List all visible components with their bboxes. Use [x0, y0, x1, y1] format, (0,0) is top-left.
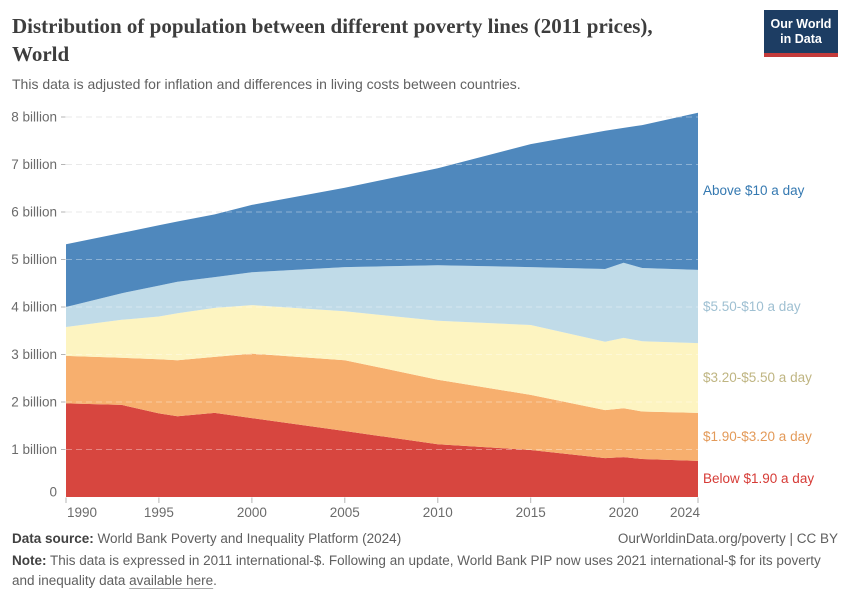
legend-label-1-90-3-20-a-day[interactable]: $1.90-$3.20 a day — [703, 429, 812, 444]
y-axis-label-2: 2 billion — [11, 395, 57, 410]
x-axis-label-2020: 2020 — [609, 505, 639, 520]
y-axis-label-5: 5 billion — [11, 252, 57, 267]
x-axis-label-2010: 2010 — [423, 505, 453, 520]
chart-title: Distribution of population between diffe… — [12, 14, 653, 66]
credit-line: OurWorldinData.org/poverty | CC BY — [617, 531, 838, 546]
area-below-1-90-a-day[interactable] — [66, 403, 698, 497]
poverty-stacked-area-chart: 1990 1995 2000 2005 2010 2015 2020 2024 0 1 billi… — [11, 110, 701, 521]
chart-subtitle: This data is adjusted for inflation and … — [12, 76, 521, 92]
area-5-50-10-a-day[interactable] — [66, 262, 698, 344]
x-axis-label-2024: 2024 — [670, 505, 701, 520]
x-axis-label-2000: 2000 — [237, 505, 267, 520]
y-axis-label-0: 0 — [49, 485, 57, 500]
legend-label-below-1-90-a-day[interactable]: Below $1.90 a day — [703, 471, 815, 486]
legend-label-above-10-a-day[interactable]: Above $10 a day — [703, 183, 805, 198]
x-axis-label-2015: 2015 — [516, 505, 546, 520]
x-axis-label-2005: 2005 — [330, 505, 360, 520]
y-axis-label-7: 7 billion — [11, 157, 57, 172]
chart-footer: Data source: World Bank Poverty and Ineq… — [12, 531, 838, 591]
y-axis-label-1: 1 billion — [11, 442, 57, 457]
data-source-label: Data source: — [12, 531, 94, 546]
y-axis-label-3: 3 billion — [11, 347, 57, 362]
owid-logo: Our World in Data — [764, 10, 838, 57]
legend-label-3-20-5-50-a-day[interactable]: $3.20-$5.50 a day — [703, 370, 812, 385]
y-axis-label-4: 4 billion — [11, 300, 57, 315]
data-source-line: Data source: World Bank Poverty and Ineq… — [12, 531, 402, 546]
x-axis-label-1990: 1990 — [67, 505, 97, 520]
area-above-10-a-day[interactable] — [66, 112, 698, 307]
area-3-20-5-50-a-day[interactable] — [66, 305, 698, 413]
y-axis-label-8: 8 billion — [11, 110, 57, 125]
area-1-90-3-20-a-day[interactable] — [66, 353, 698, 461]
x-axis-label-1995: 1995 — [144, 505, 174, 520]
legend-label-5-50-10-a-day[interactable]: $5.50-$10 a day — [703, 299, 801, 314]
y-axis-label-6: 6 billion — [11, 205, 57, 220]
note-label: Note: — [12, 553, 47, 568]
available-here-link[interactable]: available here — [129, 573, 214, 588]
note-line: Note: This data is expressed in 2011 int… — [12, 553, 821, 588]
